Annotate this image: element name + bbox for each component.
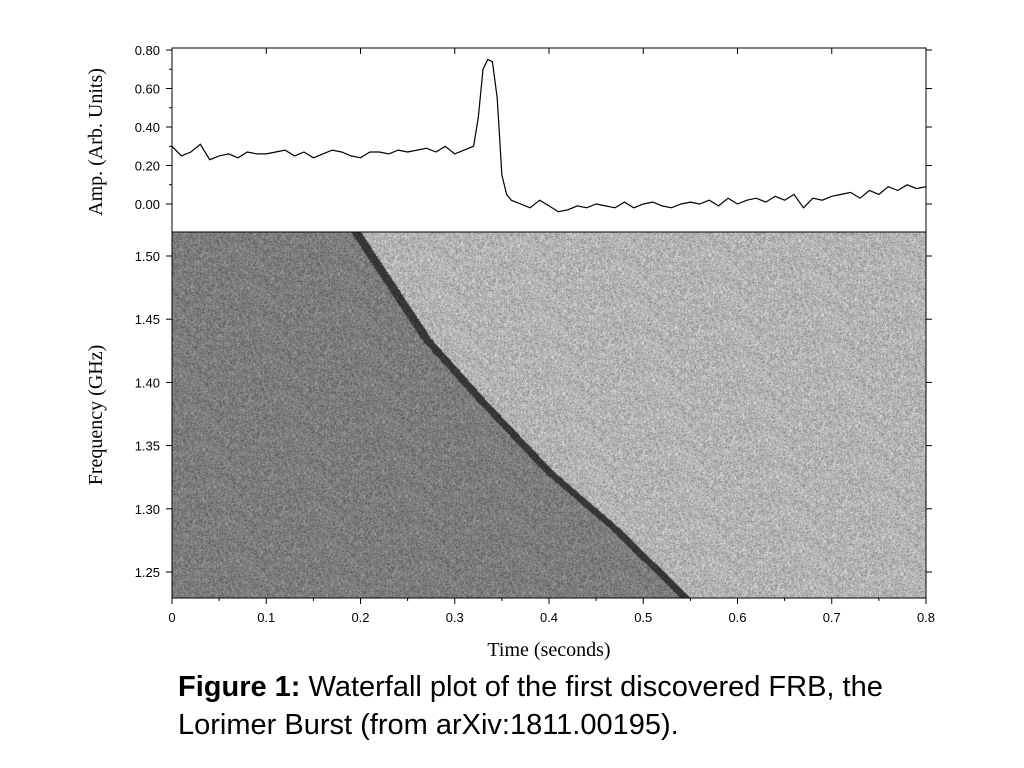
amplitude-y-axis-title: Amp. (Arb. Units) <box>85 68 107 216</box>
time-x-axis-title: Time (seconds) <box>487 639 610 661</box>
amplitude-frame <box>171 47 927 233</box>
time-x-tick-label: 0.3 <box>446 610 464 625</box>
amplitude-y-ticks: 0.00 0.20 0.40 0.60 0.80 <box>135 43 932 212</box>
time-x-tick-label: 0.8 <box>917 610 935 625</box>
waterfall-heatmap <box>172 232 926 598</box>
amplitude-y-tick-label: 0.60 <box>135 82 160 97</box>
waterfall-panel: 1.25 1.30 1.35 1.40 1.45 1.50 0 0.1 0.2 0.3 0.4 0.5… <box>85 231 935 661</box>
amplitude-y-tick-label: 0.00 <box>135 197 160 212</box>
frequency-y-tick-label: 1.25 <box>135 565 160 580</box>
amplitude-y-tick-label: 0.80 <box>135 43 160 58</box>
waterfall-ticks: 1.25 1.30 1.35 1.40 1.45 1.50 0 0.1 0.2 0.3 0.4 0.5… <box>135 249 935 625</box>
amplitude-panel: 0.00 0.20 0.40 0.60 0.80 Amp. (Arb. Units) <box>85 43 932 233</box>
caption-label: Figure 1: <box>178 671 301 703</box>
time-x-tick-label: 0.6 <box>728 610 746 625</box>
frequency-y-tick-label: 1.40 <box>135 375 160 390</box>
time-x-tick-label: 0.1 <box>257 610 275 625</box>
frequency-y-axis-title: Frequency (GHz) <box>85 345 107 486</box>
frequency-y-tick-label: 1.45 <box>135 312 160 327</box>
frequency-y-tick-label: 1.50 <box>135 249 160 264</box>
time-x-tick-label: 0.4 <box>540 610 558 625</box>
time-x-tick-label: 0.2 <box>351 610 369 625</box>
frequency-y-tick-label: 1.30 <box>135 502 160 517</box>
frequency-y-tick-label: 1.35 <box>135 439 160 454</box>
caption-text: Waterfall plot of the first discovered F… <box>178 671 883 741</box>
time-x-tick-label: 0 <box>168 610 175 625</box>
amplitude-y-tick-label: 0.20 <box>135 159 160 174</box>
time-x-tick-label: 0.7 <box>823 610 841 625</box>
amplitude-y-tick-label: 0.40 <box>135 120 160 135</box>
amplitude-series-line <box>171 58 927 213</box>
time-x-tick-label: 0.5 <box>634 610 652 625</box>
figure-caption: Figure 1: Waterfall plot of the first di… <box>178 668 978 744</box>
